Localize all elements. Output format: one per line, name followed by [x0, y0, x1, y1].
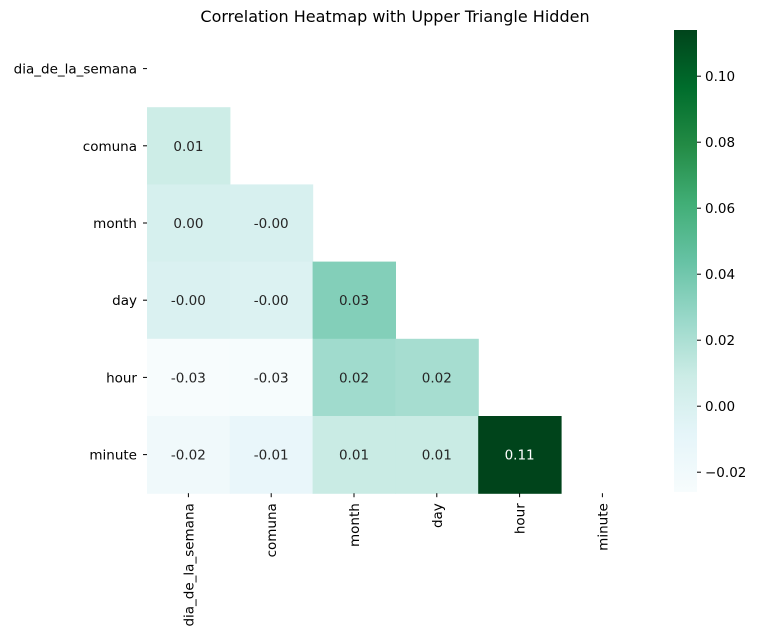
heatmap-cell [229, 416, 314, 494]
colorbar-tick-label: 0.02 [705, 333, 735, 349]
colorbar-gradient [674, 30, 697, 492]
heatmap-cell [147, 416, 231, 494]
cell-value-label: -0.03 [171, 370, 206, 386]
heatmap-cell [395, 416, 479, 494]
row-tick-label: day [112, 293, 137, 309]
cell-value-label: 0.01 [339, 448, 369, 464]
row-tick-label: comuna [83, 139, 137, 155]
heatmap-cell [478, 416, 562, 494]
cell-value-label: -0.00 [171, 293, 206, 309]
cell-value-label: -0.00 [254, 293, 289, 309]
heatmap-cell [147, 184, 231, 263]
col-tick-label: comuna [264, 503, 280, 557]
col-tick-label: hour [513, 503, 529, 534]
heatmap-cell [312, 261, 396, 340]
col-tick-label: day [430, 503, 446, 528]
cell-value-label: 0.02 [422, 370, 452, 386]
colorbar-tick-label: 0.08 [705, 135, 735, 151]
cell-value-label: 0.03 [339, 293, 369, 309]
col-tick-label: dia_de_la_semana [181, 503, 197, 626]
colorbar-tick-label: −0.02 [705, 465, 746, 481]
cell-value-label: 0.01 [422, 448, 452, 464]
colorbar-tick-label: 0.06 [705, 201, 735, 217]
heatmap-cell [229, 338, 314, 417]
colorbar-tick-label: 0.10 [705, 69, 735, 85]
cell-value-label: -0.02 [171, 448, 206, 464]
heatmap-cell [395, 338, 479, 417]
cell-value-label: -0.00 [254, 216, 289, 232]
cell-value-label: 0.11 [505, 448, 535, 464]
row-tick-label: month [93, 216, 137, 232]
heatmap-cell [312, 416, 396, 494]
row-tick-label: dia_de_la_semana [14, 62, 137, 78]
row-tick-label: hour [106, 370, 137, 386]
chart-title: Correlation Heatmap with Upper Triangle … [200, 7, 589, 26]
row-tick-label: minute [89, 448, 137, 464]
cell-value-label: 0.02 [339, 370, 369, 386]
heatmap-cells: 0.01 0.00 -0.00 -0.00 -0.00 0.03 -0.03 -0.03 0.0… [147, 107, 562, 494]
cell-value-label: -0.03 [254, 370, 289, 386]
colorbar-tick-label: 0.04 [705, 267, 735, 283]
colorbar-tick-label: 0.00 [705, 399, 735, 415]
col-tick-label: month [347, 503, 363, 547]
heatmap-cell [147, 107, 231, 185]
cell-value-label: 0.00 [173, 216, 203, 232]
col-tick-label: minute [595, 503, 611, 551]
cell-value-label: -0.01 [254, 448, 289, 464]
column-labels: dia_de_la_semana comuna month day hour minute [181, 493, 611, 627]
heatmap-cell [147, 338, 231, 417]
heatmap-cell [147, 261, 231, 340]
heatmap-cell [312, 338, 396, 417]
heatmap-cell [229, 261, 314, 340]
colorbar: −0.02 0.00 0.02 0.04 0.06 0.08 0.10 [674, 30, 746, 492]
cell-value-label: 0.01 [173, 139, 203, 155]
heatmap-cell [229, 184, 314, 263]
